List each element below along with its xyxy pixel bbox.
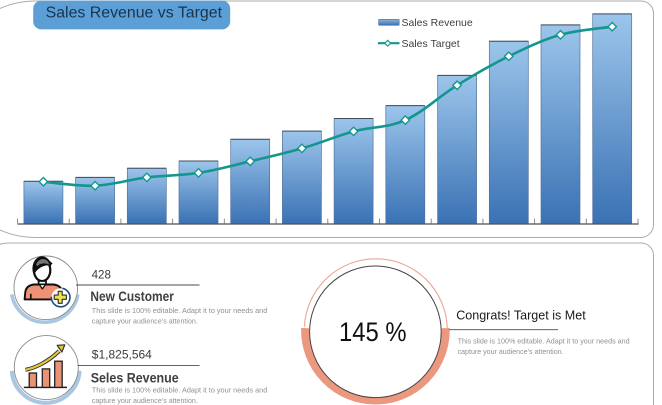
svg-text:New Customer: New Customer [90,288,174,304]
svg-text:Sales Target: Sales Target [402,38,460,50]
svg-text:Seles Revenue: Seles Revenue [91,369,179,385]
svg-text:capture your audience’s attent: capture your audience’s attention. [92,316,198,325]
svg-text:Congrats! Target is Met: Congrats! Target is Met [456,308,586,323]
svg-text:145 %: 145 % [339,317,407,347]
svg-text:This slide is 100% editable. A: This slide is 100% editable. Adapt it to… [92,386,267,395]
svg-text:capture your audience’s attent: capture your audience’s attention. [92,396,198,405]
svg-text:This slide is 100% editable. A: This slide is 100% editable. Adapt it to… [458,337,630,346]
svg-text:Sales Revenue vs Target: Sales Revenue vs Target [46,5,223,22]
svg-text:capture your audience’s attent: capture your audience’s attention. [458,347,564,356]
svg-text:428: 428 [92,269,111,282]
svg-text:This slide is 100% editable. A: This slide is 100% editable. Adapt it to… [92,306,267,315]
svg-text:Sales Revenue: Sales Revenue [402,17,473,29]
svg-text:$1,825,564: $1,825,564 [92,348,152,362]
